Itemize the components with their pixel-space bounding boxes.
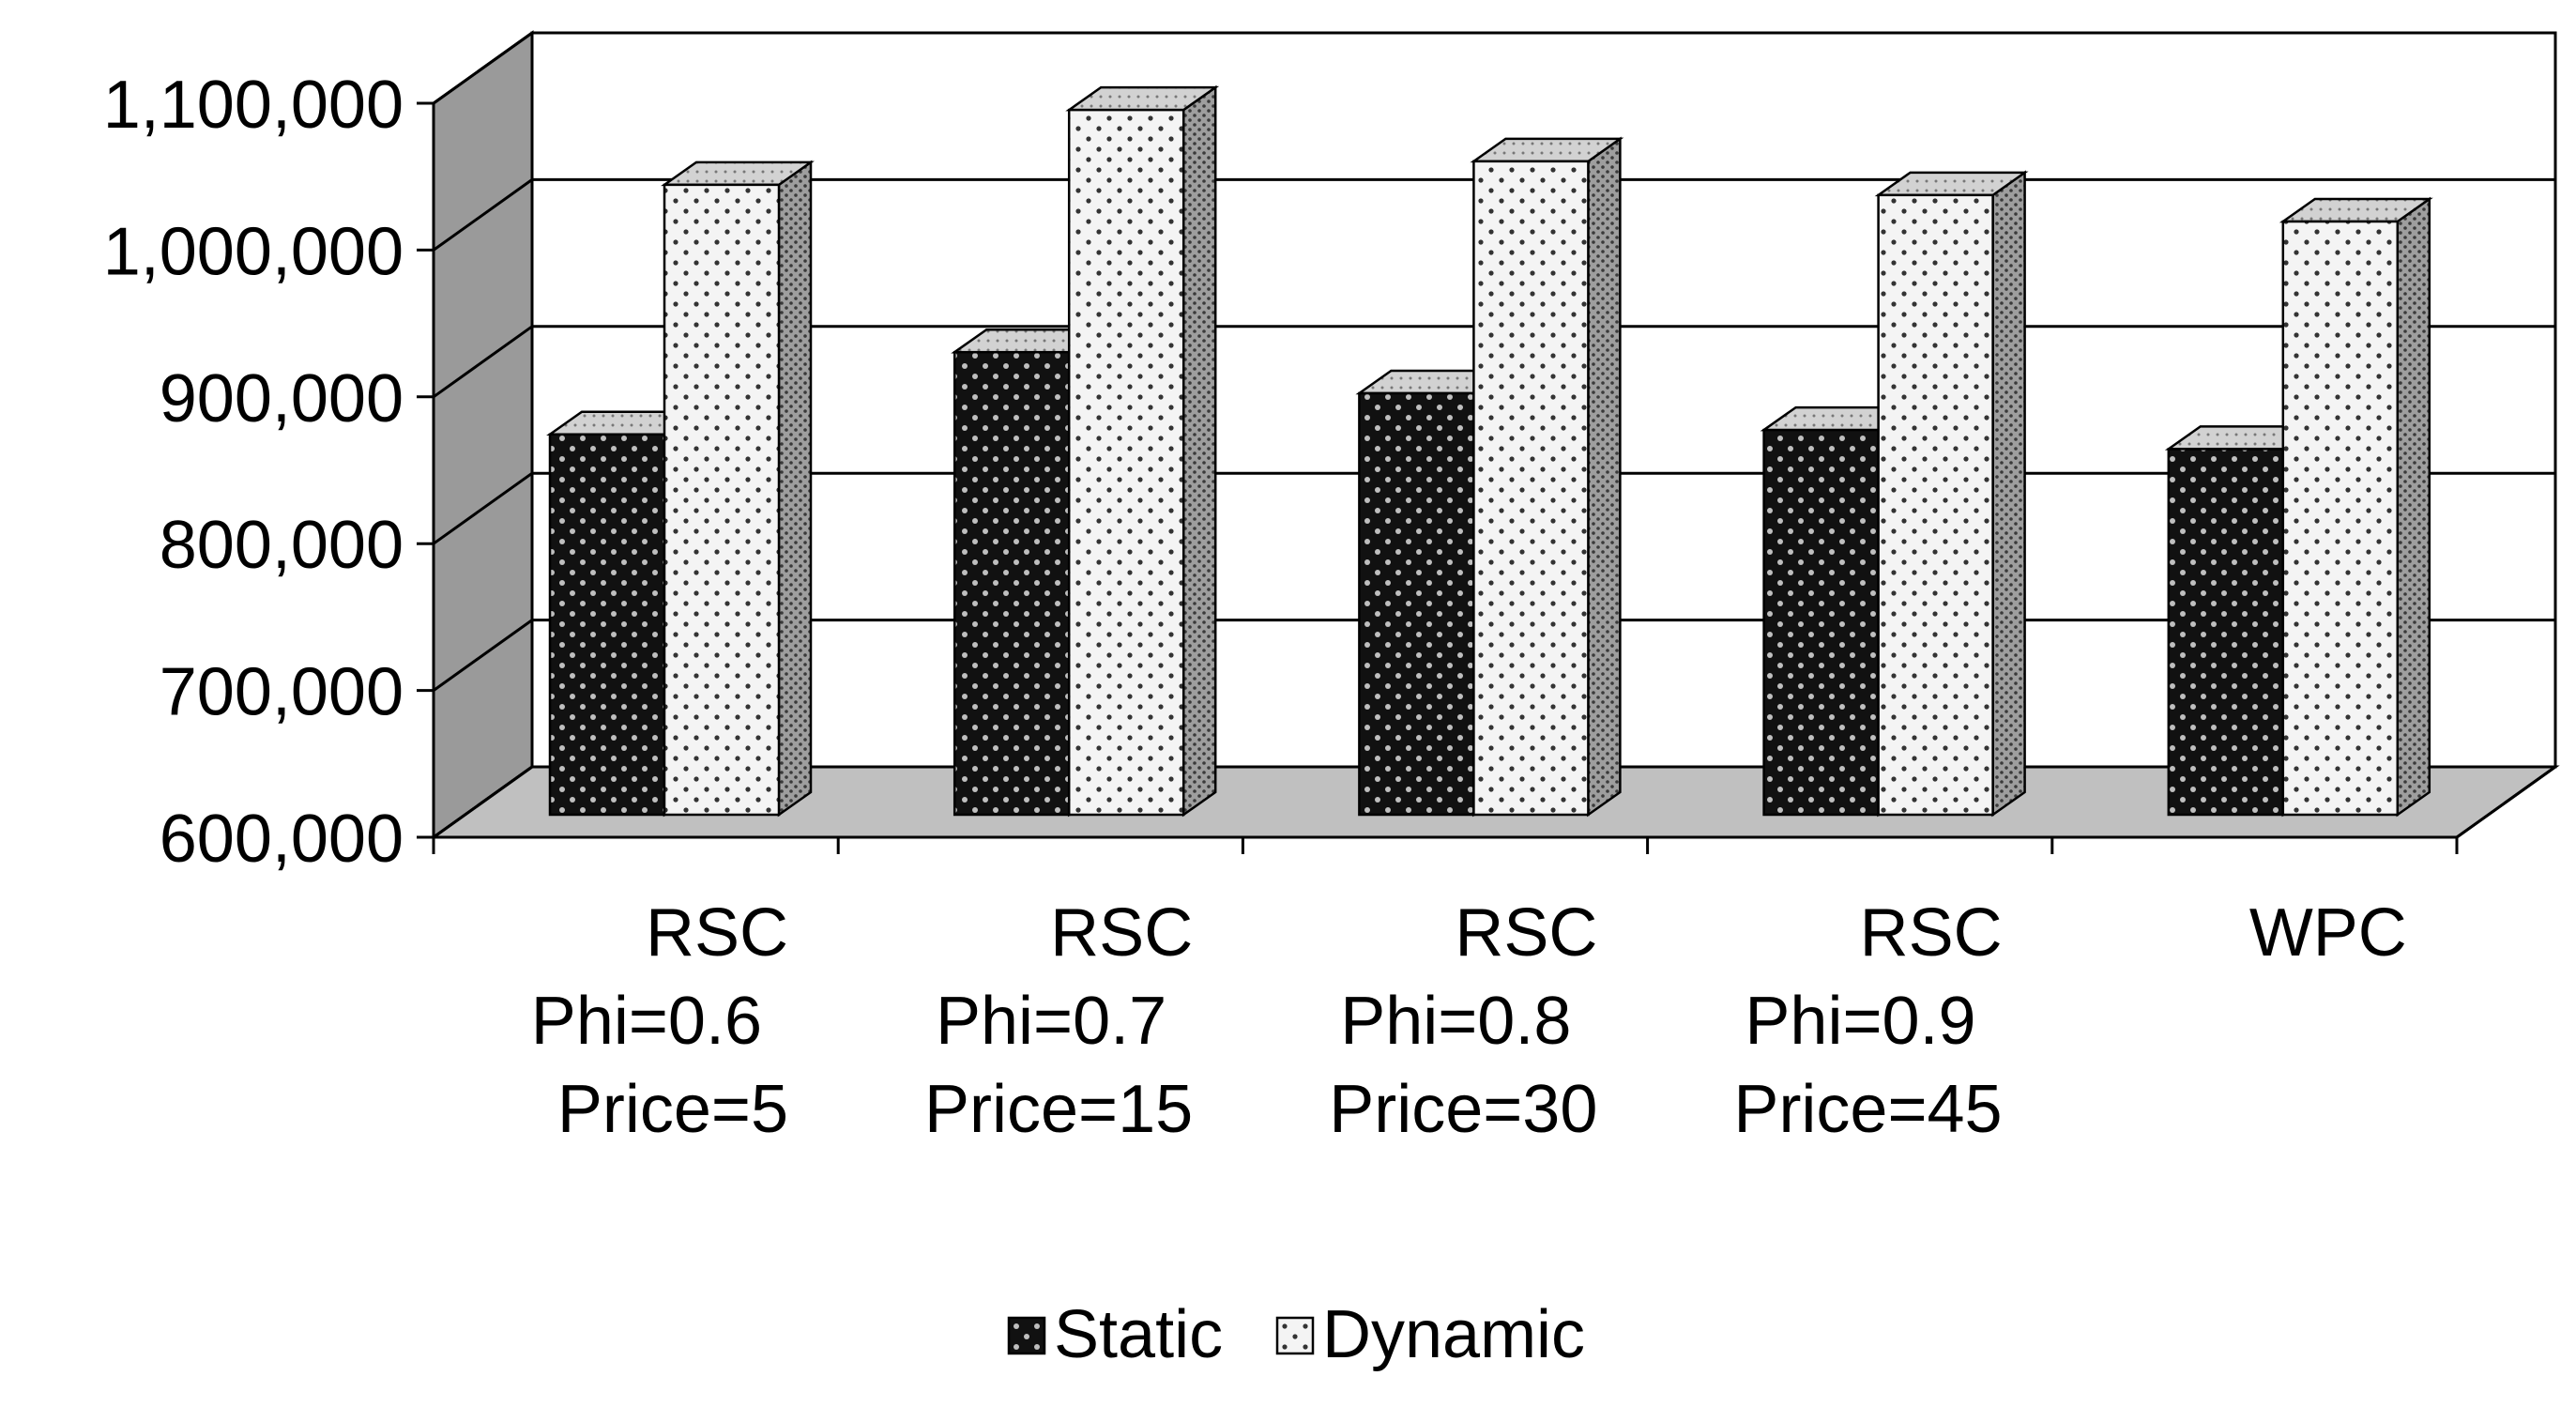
gridline-side: [433, 325, 533, 399]
bar-front-face: [663, 183, 781, 817]
bar-front-face: [548, 433, 666, 817]
category-label: WPC: [2249, 895, 2407, 971]
bar-front-face: [1762, 428, 1880, 817]
category-label: RSC Phi=0.7 Price=15: [924, 895, 1193, 1147]
category-label-line: RSC: [1455, 895, 1597, 971]
y-axis-tick-labels: 600,000 700,000 800,000 900,000 1,000,000 1,1…: [103, 68, 404, 877]
bar-front-face: [953, 350, 1071, 817]
bar-side-face: [1587, 136, 1622, 818]
category-label: RSC Phi=0.9 Price=45: [1733, 895, 2002, 1147]
bar-front-face: [1472, 160, 1590, 817]
legend-item-static: Static: [1007, 1297, 1223, 1372]
bar-side-face: [1181, 84, 1217, 818]
side-wall: [432, 30, 534, 840]
y-tick-label: 1,100,000: [103, 68, 404, 143]
bar-dynamic-5: [2279, 196, 2433, 818]
legend-label: Static: [1054, 1297, 1223, 1372]
bar-front-face: [1067, 108, 1185, 817]
gridline-side: [433, 178, 533, 252]
y-tick-label: 800,000: [160, 508, 404, 583]
legend: Static Dynamic: [1007, 1297, 1585, 1372]
legend-item-dynamic: Dynamic: [1275, 1297, 1585, 1372]
bar-dynamic-2: [1065, 84, 1220, 818]
category-label-line: Price=45: [1733, 1072, 2002, 1147]
category-label-line: RSC: [646, 895, 788, 971]
bar-dynamic-4: [1874, 170, 2029, 818]
category-label-line: Phi=0.9: [1745, 984, 1975, 1059]
gridline-side: [433, 471, 533, 545]
axes: [417, 101, 2556, 854]
floor-edge: [2456, 765, 2556, 839]
bar-side-face: [1991, 170, 2026, 818]
bar-front-face: [1877, 193, 1994, 817]
bar-side-face: [2396, 196, 2431, 818]
bar-dynamic-1: [661, 160, 815, 818]
category-label: RSC Phi=0.6 Price=5: [531, 895, 788, 1147]
gridline-side: [433, 619, 533, 692]
y-tick-label: 600,000: [160, 802, 404, 877]
gridline-side: [433, 765, 533, 839]
bar-front-face: [2281, 220, 2400, 817]
category-label-line: Phi=0.8: [1340, 984, 1571, 1059]
x-axis-category-labels: RSC Phi=0.6 Price=5 RSC Phi=0.7 Price=15 RSC Ph…: [531, 895, 2407, 1147]
category-label-line: Phi=0.7: [936, 984, 1166, 1059]
gridline-side: [433, 31, 533, 105]
category-label-line: Price=5: [557, 1072, 788, 1147]
legend-label: Dynamic: [1322, 1297, 1585, 1372]
legend-swatch: [1275, 1316, 1315, 1355]
category-label-line: Price=30: [1329, 1072, 1597, 1147]
category-label-line: RSC: [1860, 895, 2003, 971]
category-label-line: RSC: [1050, 895, 1193, 971]
category-label-line: Phi=0.6: [531, 984, 762, 1059]
bar-front-face: [1358, 391, 1475, 817]
legend-swatch: [1007, 1316, 1046, 1355]
y-tick-label: 1,000,000: [103, 214, 404, 289]
bar-dynamic-3: [1470, 136, 1624, 818]
category-label-line: WPC: [2249, 895, 2407, 971]
category-label-line: Price=15: [924, 1072, 1193, 1147]
category-label: RSC Phi=0.8 Price=30: [1329, 895, 1597, 1147]
bars: [546, 84, 2433, 818]
y-tick-label: 700,000: [160, 655, 404, 730]
y-tick-label: 900,000: [160, 361, 404, 436]
bar-front-face: [2167, 448, 2285, 817]
bar-side-face: [777, 160, 813, 818]
